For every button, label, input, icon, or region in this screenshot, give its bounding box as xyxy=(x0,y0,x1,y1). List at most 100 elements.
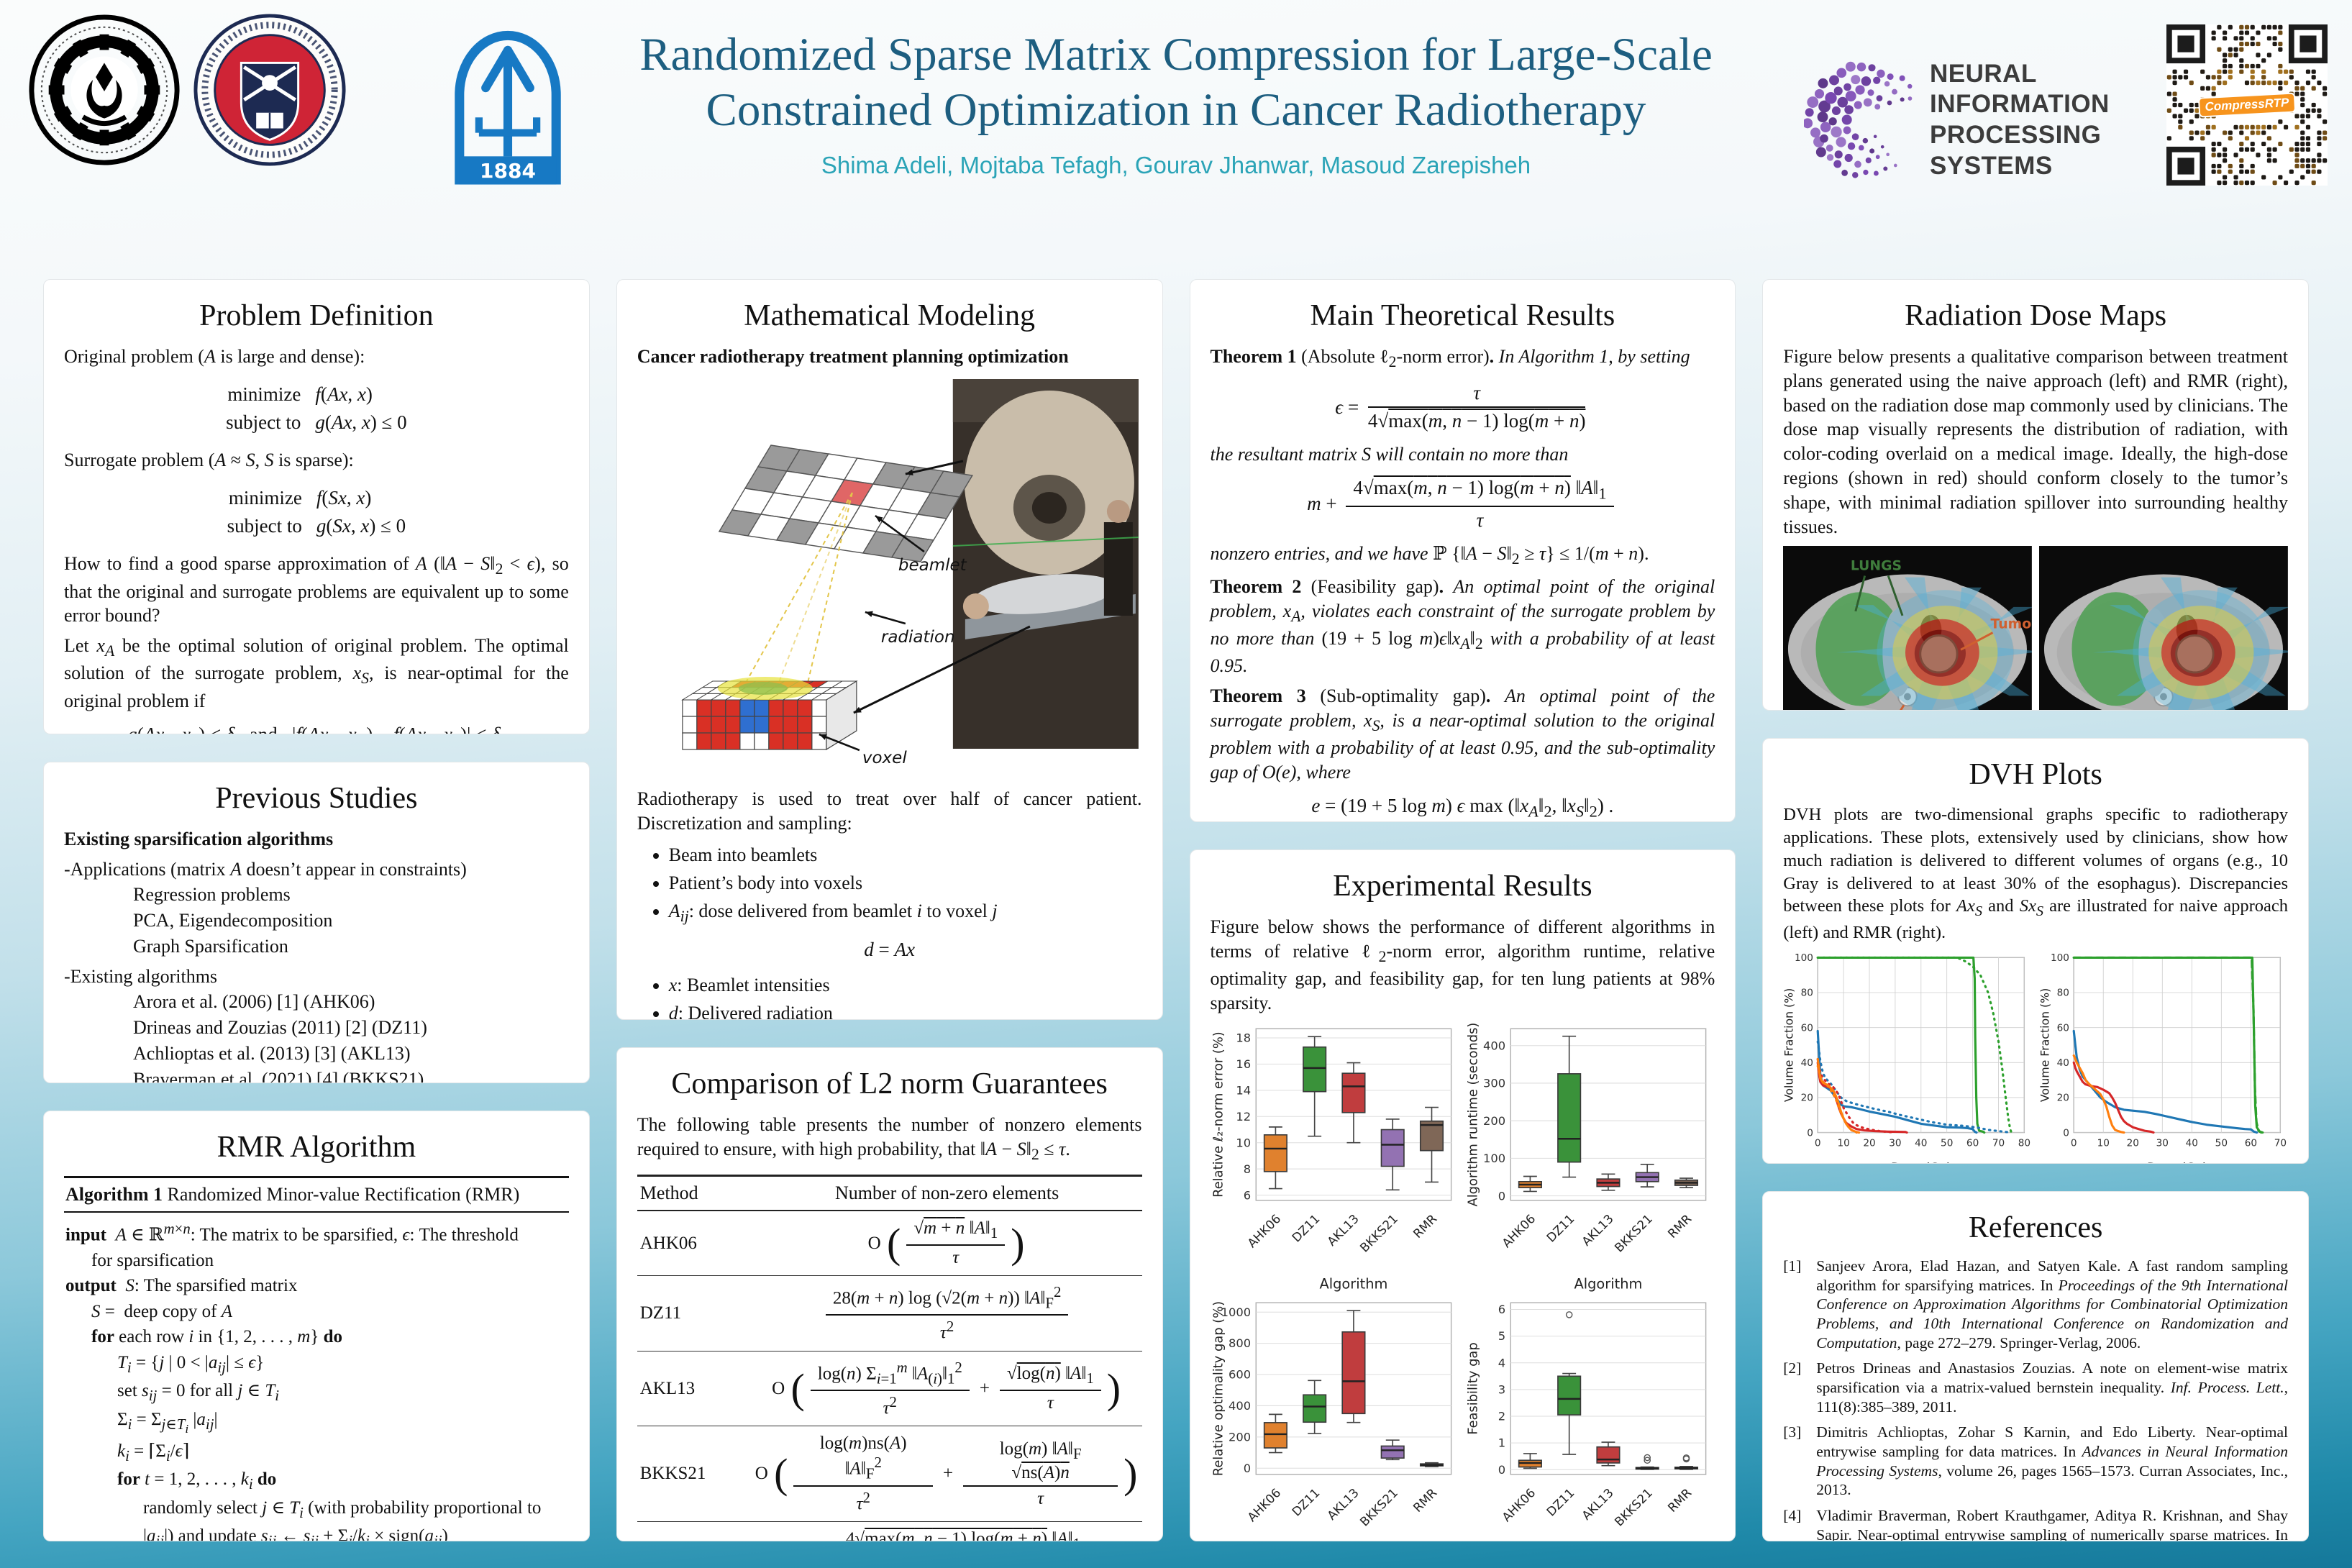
mm-bullets-1: Beam into beamletsPatient’s body into vo… xyxy=(637,841,1142,929)
svg-text:6: 6 xyxy=(1498,1303,1505,1316)
thm2: Theorem 2 (Feasibility gap). An optimal … xyxy=(1210,575,1715,677)
svg-text:1884: 1884 xyxy=(480,159,536,183)
eq-rhs: g(Sx, x) ≤ 0 xyxy=(316,515,406,537)
formula-prefix: O xyxy=(755,1464,773,1484)
svg-text:0: 0 xyxy=(2063,1127,2069,1139)
reference-number: [3] xyxy=(1783,1423,1802,1441)
msk-1884-logo: 1884 xyxy=(437,10,578,209)
dvh-chart-naive: 0 10 20 30 40 50 60 70 80 0 20 40 60 80 100 Dose (Gy) Vo… xyxy=(1783,952,2030,1164)
pd-p3: How to find a good sparse approximation … xyxy=(64,553,569,626)
algorithm-line: S = deep copy of A xyxy=(91,1301,232,1321)
svg-text:Dose (Gy): Dose (Gy) xyxy=(1891,1160,1951,1164)
open-paren: ( xyxy=(886,1219,901,1267)
panel-title: Experimental Results xyxy=(1333,870,1592,903)
close-paren: ) xyxy=(1106,1364,1121,1412)
neurips-wordmark: NEURAL INFORMATION PROCESSING SYSTEMS xyxy=(1930,59,2149,182)
title-line-1: Randomized Sparse Matrix Compression for… xyxy=(639,29,1713,81)
panel-previous-studies: Previous Studies Existing sparsification… xyxy=(43,762,590,1083)
eq-lhs: minimize xyxy=(227,383,301,405)
eq-lhs: subject to xyxy=(226,411,301,433)
svg-text:Relative ℓ₂-norm error (%): Relative ℓ₂-norm error (%) xyxy=(1211,1031,1226,1198)
svg-text:8: 8 xyxy=(1243,1162,1250,1176)
numerator: 28(m + n) log (√2(m + n)) ‖A‖F2 xyxy=(825,1283,1069,1316)
open-paren: ( xyxy=(790,1364,805,1412)
pd-eq1: minimize f(Ax, x) subject to g(Ax, x) ≤ 0 xyxy=(64,380,569,437)
panel-mathematical-modeling: Mathematical Modeling Cancer radiotherap… xyxy=(616,279,1163,1020)
panel-title: Radiation Dose Maps xyxy=(1905,299,2167,332)
qr-code: CompressRTP xyxy=(2166,24,2328,186)
svg-text:6: 6 xyxy=(1243,1188,1250,1202)
panel-problem-definition: Problem Definition Original problem (A i… xyxy=(43,279,590,734)
svg-text:70: 70 xyxy=(1992,1137,2005,1149)
svg-text:20: 20 xyxy=(1801,1092,1813,1103)
table-row: AKL13 O (log(n) Σi=1m ‖A(i)‖12 τ2 + √log(n) … xyxy=(637,1352,1142,1427)
table-row: DZ11 28(m + n) log (√2(m + n)) ‖A‖F2 τ2 xyxy=(637,1276,1142,1352)
svg-text:Volume Fraction (%): Volume Fraction (%) xyxy=(1783,988,1796,1101)
bullet-item: Beam into beamlets xyxy=(669,841,1142,869)
svg-text:10: 10 xyxy=(1236,1136,1251,1149)
fraction: log(n) Σi=1m ‖A(i)‖12 τ2 xyxy=(810,1359,970,1419)
svg-text:beamlet: beamlet xyxy=(898,556,967,575)
algorithm-line: input A ∈ ℝm×n: The matrix to be sparsif… xyxy=(65,1220,519,1245)
panel-title: Mathematical Modeling xyxy=(744,299,1035,332)
mm-body: Radiotherapy is used to treat over half … xyxy=(637,788,1142,834)
eq-rhs: f(Sx, x) xyxy=(316,486,372,509)
svg-text:AHK06: AHK06 xyxy=(1500,1485,1539,1524)
svg-text:200: 200 xyxy=(1228,1431,1250,1444)
ps-apps-label: -Applications (matrix A doesn’t appear i… xyxy=(64,858,467,880)
eq-lhs: minimize xyxy=(228,486,302,509)
column-3: Main Theoretical Results Theorem 1 (Abso… xyxy=(1189,279,1736,1541)
bullet-item: d: Delivered radiation xyxy=(669,999,1142,1019)
fraction: log(m) ‖A‖F √ns(A)n τ xyxy=(963,1439,1118,1509)
svg-text:30: 30 xyxy=(2156,1137,2169,1149)
svg-text:20: 20 xyxy=(2127,1137,2139,1149)
svg-text:12: 12 xyxy=(1236,1110,1251,1123)
reference-list: [1] Sanjeev Arora, Elad Hazan, and Satyen… xyxy=(1783,1257,2288,1541)
algorithm-line: set sij = 0 for all j ∈ Ti xyxy=(117,1381,280,1405)
algorithm-box: Algorithm 1 Randomized Minor-value Recti… xyxy=(64,1176,569,1541)
column-4: Radiation Dose Maps Figure below present… xyxy=(1762,279,2309,1541)
boxplot-grid: 6 8 10 12 14 16 18 AHK06 DZ11 AKL13 BKKS21 RMR Algor… xyxy=(1211,1021,1715,1541)
svg-text:70: 70 xyxy=(2274,1137,2287,1149)
thm1-eq1: ϵ = τ 4√max(m, n − 1) log(m + n) xyxy=(1211,382,1715,432)
ps-algs-list: Arora et al. (2006) [1] (AHK06) Drineas a… xyxy=(133,989,569,1082)
bullet-item: Patient’s body into voxels xyxy=(669,869,1142,897)
pd-p2: Surrogate problem (A ≈ S, S is sparse): xyxy=(64,450,354,471)
svg-text:0: 0 xyxy=(1815,1137,1821,1149)
svg-text:RMR: RMR xyxy=(1665,1485,1695,1515)
panel-title: Problem Definition xyxy=(199,299,434,332)
l2-table-header: Method Number of non-zero elements xyxy=(637,1177,1142,1212)
pd-eq2: minimize f(Sx, x) subject to g(Sx, x) ≤ 0 xyxy=(64,484,569,540)
poster-authors: Shima Adeli, Mojtaba Tefagh, Gourav Jhan… xyxy=(821,152,1531,179)
svg-text:40: 40 xyxy=(2186,1137,2198,1149)
dose-map-naive: LUNGSTumorCord xyxy=(1783,546,2033,710)
formula-cell: O (log(n) Σi=1m ‖A(i)‖12 τ2 + √log(n) ‖A‖1 τ… xyxy=(755,1359,1139,1419)
algorithm-line: output S: The sparsified matrix xyxy=(65,1276,298,1296)
svg-text:0: 0 xyxy=(1498,1463,1505,1477)
boxplot-feasibility-gap: 0123456AHK06DZ11AKL13BKKS21RMRAlgorithmF… xyxy=(1466,1302,1707,1529)
svg-text:800: 800 xyxy=(1228,1337,1250,1351)
reference-text: Vladimir Braverman, Robert Krauthgamer, … xyxy=(1816,1506,2288,1541)
method-cell: AKL13 xyxy=(639,1378,696,1398)
ps-heading: Existing sparsification algorithms xyxy=(64,829,334,849)
algorithm-line: for t = 1, 2, . . . , ki do xyxy=(117,1469,277,1493)
fraction: 28(m + n) log (√2(m + n)) ‖A‖F2 τ2 xyxy=(825,1283,1069,1344)
denominator: τ2 xyxy=(883,1393,897,1418)
svg-text:10: 10 xyxy=(1838,1137,1850,1149)
reference-text: Sanjeev Arora, Elad Hazan, and Satyen Ka… xyxy=(1816,1257,2288,1352)
dose-images: LUNGSTumorCord xyxy=(1783,546,2288,710)
reference-item: [4] Vladimir Braverman, Robert Krauthgame… xyxy=(1783,1506,2288,1541)
panel-title: DVH Plots xyxy=(1969,758,2102,791)
svg-text:80: 80 xyxy=(2018,1137,2030,1149)
svg-text:16: 16 xyxy=(1236,1057,1251,1071)
close-paren: ) xyxy=(1011,1219,1025,1267)
list-item: Regression problems xyxy=(133,883,291,905)
svg-text:Dose (Gy): Dose (Gy) xyxy=(2147,1160,2207,1164)
dvh-charts: 01020304050607080020406080100Dose (Gy)Vo… xyxy=(1783,952,2288,1164)
poster-title: Randomized Sparse Matrix Compression for… xyxy=(565,27,1787,137)
l2-intro: The following table presents the number … xyxy=(637,1114,1142,1163)
svg-text:0: 0 xyxy=(1498,1189,1505,1203)
svg-text:100: 100 xyxy=(2051,952,2069,964)
thm3-eq: e = (19 + 5 log m) ϵ max (‖xA‖2, ‖xS‖2) … xyxy=(1311,794,1614,821)
